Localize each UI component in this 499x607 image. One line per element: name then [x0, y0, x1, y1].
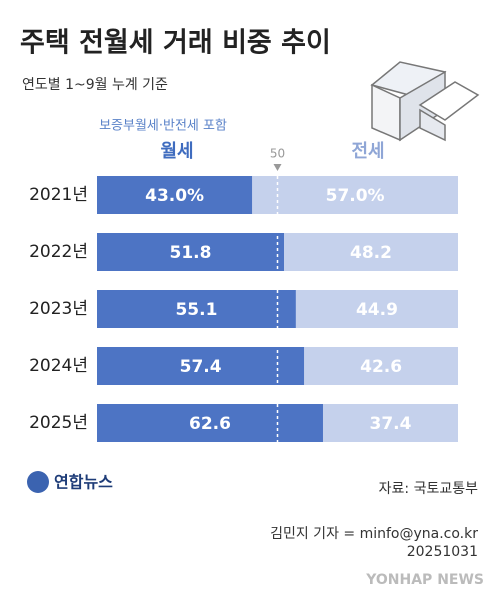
source: 자료: 국토교통부 — [379, 481, 478, 497]
bar-segment — [252, 176, 458, 214]
bar-segment — [97, 233, 284, 271]
watermark: YONHAP NEWS — [365, 572, 484, 588]
bar-segment — [295, 290, 458, 328]
bar-segment — [97, 347, 305, 385]
value-label: 42.6 — [360, 357, 402, 377]
y-tick-label: 2022년 — [29, 242, 88, 262]
value-label: 55.1 — [175, 300, 217, 320]
value-label: 57.4 — [180, 357, 222, 377]
series-note: 보증부월세·반전세 포함 — [99, 119, 227, 134]
bar-segment — [97, 176, 253, 214]
legend-label: 전세 — [351, 141, 384, 162]
y-tick-label: 2024년 — [29, 356, 88, 376]
y-tick-label: 2023년 — [29, 299, 88, 319]
bar-segment — [97, 404, 323, 442]
logo-text: 연합뉴스 — [54, 473, 113, 492]
bar-segment — [97, 290, 296, 328]
y-tick-label: 2025년 — [29, 413, 88, 433]
value-label: 44.9 — [356, 300, 398, 320]
credit: 김민지 기자 = minfo@yna.co.kr — [270, 526, 478, 542]
logo: 연합뉴스 — [27, 471, 113, 493]
legend-label: 월세 — [160, 141, 193, 162]
value-label: 43.0% — [145, 186, 204, 206]
date: 20251031 — [407, 544, 478, 560]
y-tick-label: 2021년 — [29, 185, 88, 205]
chart-title: 주택 전월세 거래 비중 추이 — [20, 28, 331, 59]
bar-segment — [322, 404, 458, 442]
house-illustration — [370, 61, 480, 142]
chart-subtitle: 연도별 1~9월 누계 기준 — [22, 77, 168, 93]
value-label: 37.4 — [370, 414, 412, 434]
plot-area: 월세 전세 2021년 43.0% 57.0% 2022년 51.8 48.2 2023년 55.… — [29, 141, 458, 442]
value-label: 62.6 — [189, 414, 231, 434]
value-label: 48.2 — [350, 243, 392, 263]
value-label: 57.0% — [326, 186, 385, 206]
value-label: 51.8 — [170, 243, 212, 263]
bar-segment — [283, 233, 458, 271]
x-tick-label: 50 — [270, 147, 285, 161]
tick-marker — [273, 164, 282, 171]
bar-segment — [304, 347, 458, 385]
